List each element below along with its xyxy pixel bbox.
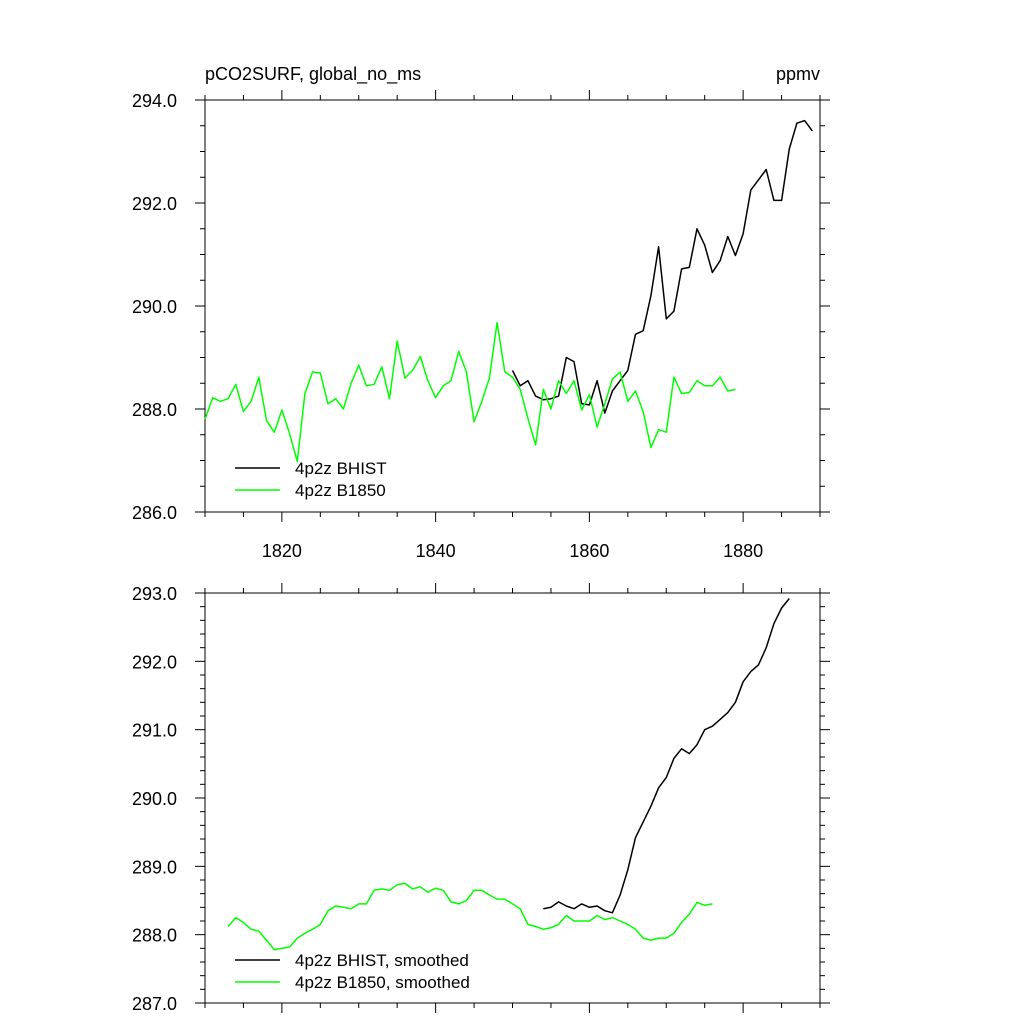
series-line-bhist xyxy=(511,119,813,414)
y-tick-label: 286.0 xyxy=(132,503,177,523)
y-tick-label: 290.0 xyxy=(132,297,177,317)
y-tick-label: 289.0 xyxy=(132,857,177,877)
x-tick-label: 1840 xyxy=(416,541,456,561)
x-tick-label: 1880 xyxy=(723,541,763,561)
plot-frame xyxy=(204,592,821,1004)
legend-label: 4p2z BHIST, smoothed xyxy=(295,951,469,970)
chart-title: pCO2SURF, global_no_ms xyxy=(205,64,421,85)
y-tick-label: 291.0 xyxy=(132,721,177,741)
series-line-b1850 xyxy=(204,321,736,463)
y-tick-label: 293.0 xyxy=(132,584,177,604)
series-line-bhist xyxy=(543,598,790,914)
bottom-panel: 287.0 288.0 289.0 290.0 291.0 292.0 293.0 4p2z … xyxy=(132,583,830,1014)
legend-label: 4p2z B1850 xyxy=(295,481,386,500)
plot-frame xyxy=(204,99,821,513)
x-tick-label: 1860 xyxy=(569,541,609,561)
legend-label: 4p2z BHIST xyxy=(295,459,387,478)
legend-label: 4p2z B1850, smoothed xyxy=(295,973,470,992)
x-tick-label: 1820 xyxy=(262,541,302,561)
y-tick-label: 292.0 xyxy=(132,652,177,672)
y-tick-label: 292.0 xyxy=(132,194,177,214)
y-tick-label: 290.0 xyxy=(132,789,177,809)
y-tick-label: 294.0 xyxy=(132,91,177,111)
top-panel: 1820 1840 1860 1880 286.0 288.0 290.0 292.0 294.… xyxy=(132,64,830,561)
y-tick-label: 287.0 xyxy=(132,994,177,1014)
y-tick-label: 288.0 xyxy=(132,400,177,420)
units-label: ppmv xyxy=(776,64,820,84)
series-line-b1850 xyxy=(227,882,713,951)
y-tick-label: 288.0 xyxy=(132,926,177,946)
